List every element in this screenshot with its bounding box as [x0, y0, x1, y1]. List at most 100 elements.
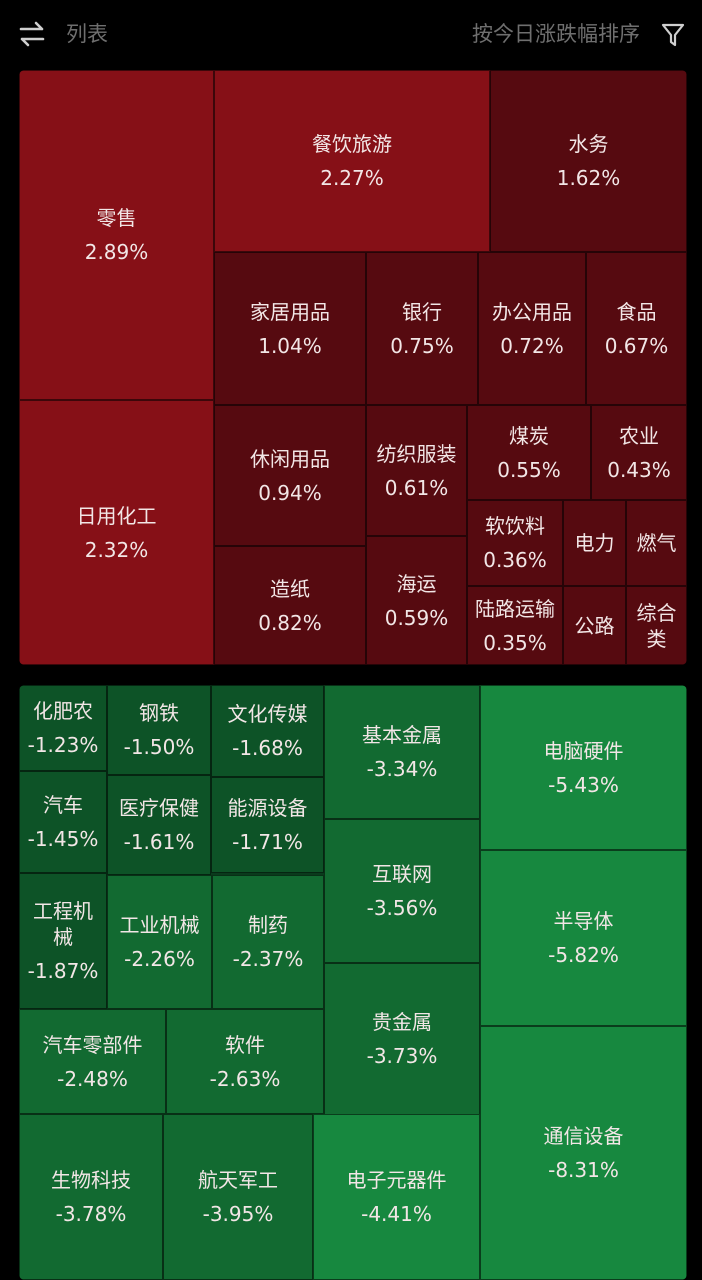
- loser-sector-tile[interactable]: 软件 -2.63%: [166, 1009, 324, 1114]
- sector-name: 基本金属: [362, 723, 442, 747]
- sector-change-percent: 2.32%: [84, 537, 149, 562]
- loser-sector-tile[interactable]: 工程机械 -1.87%: [19, 873, 107, 1009]
- gainer-sector-tile[interactable]: 农业 0.43%: [591, 405, 687, 500]
- sector-name: 通信设备: [543, 1124, 624, 1148]
- sector-change-percent: 2.89%: [84, 240, 149, 264]
- sector-change-percent: -4.41%: [361, 1202, 432, 1226]
- top-bar: 列表 按今日涨跌幅排序: [0, 0, 702, 62]
- sector-name: 化肥农: [33, 699, 93, 723]
- sector-change-percent: 2.27%: [320, 166, 384, 190]
- sector-name: 钢铁: [139, 701, 179, 725]
- loser-sector-tile[interactable]: 工业机械 -2.26%: [107, 875, 212, 1009]
- sector-name: 贵金属: [372, 1010, 432, 1034]
- sector-name: 办公用品: [492, 299, 572, 324]
- losers-treemap: 化肥农 -1.23% 钢铁 -1.50% 文化传媒 -1.68% 汽车 -1.45% 医疗保健 -…: [19, 685, 687, 1280]
- sector-name: 燃气: [636, 531, 677, 555]
- sector-change-percent: 0.43%: [607, 457, 671, 482]
- sector-name: 制药: [248, 913, 288, 937]
- loser-sector-tile[interactable]: 电脑硬件 -5.43%: [480, 685, 687, 850]
- gainer-sector-tile[interactable]: 餐饮旅游 2.27%: [214, 70, 490, 252]
- sector-change-percent: -5.82%: [548, 943, 619, 967]
- sector-name: 煤炭: [509, 423, 549, 448]
- gainer-sector-tile[interactable]: 综合类: [626, 586, 687, 665]
- gainer-sector-tile[interactable]: 银行 0.75%: [366, 252, 478, 405]
- sector-name: 休闲用品: [250, 446, 330, 471]
- sector-change-percent: -1.61%: [123, 830, 195, 854]
- sector-change-percent: 0.36%: [483, 548, 547, 572]
- gainer-sector-tile[interactable]: 纺织服装 0.61%: [366, 405, 467, 536]
- sector-name: 电脑硬件: [543, 738, 624, 763]
- gainer-sector-tile[interactable]: 水务 1.62%: [490, 70, 687, 252]
- sector-name: 医疗保健: [119, 796, 199, 820]
- sector-change-percent: 0.75%: [390, 333, 454, 358]
- gainer-sector-tile[interactable]: 软饮料 0.36%: [467, 500, 563, 586]
- sector-name: 餐饮旅游: [312, 132, 392, 156]
- gainer-sector-tile[interactable]: 零售 2.89%: [19, 70, 214, 400]
- loser-sector-tile[interactable]: 汽车零部件 -2.48%: [19, 1009, 166, 1114]
- sector-name: 造纸: [270, 576, 310, 601]
- sector-name: 电力: [574, 531, 615, 555]
- gainer-sector-tile[interactable]: 煤炭 0.55%: [467, 405, 591, 500]
- sector-name: 能源设备: [227, 796, 308, 820]
- sector-name: 汽车零部件: [42, 1032, 143, 1057]
- loser-sector-tile[interactable]: 航天军工 -3.95%: [163, 1114, 313, 1280]
- sector-change-percent: -2.26%: [124, 947, 195, 971]
- sort-by-change-label[interactable]: 按今日涨跌幅排序: [472, 22, 640, 46]
- sector-name: 软件: [225, 1032, 265, 1057]
- sector-name: 工程机械: [33, 899, 93, 949]
- loser-sector-tile[interactable]: 通信设备 -8.31%: [480, 1026, 687, 1280]
- gainer-sector-tile[interactable]: 公路: [563, 586, 626, 665]
- loser-sector-tile[interactable]: 汽车 -1.45%: [19, 771, 107, 873]
- sector-name: 公路: [574, 613, 615, 638]
- sector-name: 陆路运输: [475, 596, 555, 621]
- gainer-sector-tile[interactable]: 电力: [563, 500, 626, 586]
- sector-name: 工业机械: [119, 913, 200, 937]
- gainer-sector-tile[interactable]: 陆路运输 0.35%: [467, 586, 563, 665]
- loser-sector-tile[interactable]: 能源设备 -1.71%: [211, 777, 324, 873]
- sector-change-percent: -3.78%: [55, 1202, 127, 1226]
- sector-change-percent: -8.31%: [548, 1158, 619, 1182]
- sector-name: 水务: [568, 132, 609, 156]
- loser-sector-tile[interactable]: 基本金属 -3.34%: [324, 685, 480, 819]
- loser-sector-tile[interactable]: 贵金属 -3.73%: [324, 963, 480, 1115]
- sector-name: 航天军工: [198, 1168, 278, 1192]
- gainer-sector-tile[interactable]: 食品 0.67%: [586, 252, 687, 405]
- sector-change-percent: 0.82%: [258, 610, 322, 635]
- loser-sector-tile[interactable]: 文化传媒 -1.68%: [211, 685, 324, 777]
- sector-name: 食品: [616, 299, 657, 324]
- gainer-sector-tile[interactable]: 办公用品 0.72%: [478, 252, 586, 405]
- gainer-sector-tile[interactable]: 燃气: [626, 500, 687, 586]
- loser-sector-tile[interactable]: 电子元器件 -4.41%: [313, 1114, 480, 1280]
- gainer-sector-tile[interactable]: 海运 0.59%: [366, 536, 467, 665]
- sector-name: 汽车: [43, 793, 83, 817]
- gainer-sector-tile[interactable]: 日用化工 2.32%: [19, 400, 214, 665]
- sector-change-percent: -1.23%: [27, 733, 99, 757]
- sector-change-percent: -1.50%: [123, 735, 195, 759]
- loser-sector-tile[interactable]: 医疗保健 -1.61%: [107, 775, 211, 875]
- sector-name: 海运: [396, 571, 437, 596]
- sector-change-percent: 1.62%: [556, 166, 621, 190]
- sector-name: 文化传媒: [227, 702, 308, 726]
- loser-sector-tile[interactable]: 制药 -2.37%: [212, 875, 324, 1009]
- gainer-sector-tile[interactable]: 休闲用品 0.94%: [214, 405, 366, 546]
- swap-arrows-icon[interactable]: [18, 20, 46, 48]
- list-view-toggle[interactable]: 列表: [66, 22, 108, 46]
- sector-change-percent: 0.61%: [384, 475, 449, 500]
- sector-name: 日用化工: [76, 503, 157, 528]
- sector-name: 零售: [96, 206, 137, 230]
- loser-sector-tile[interactable]: 生物科技 -3.78%: [19, 1114, 163, 1280]
- gainer-sector-tile[interactable]: 造纸 0.82%: [214, 546, 366, 665]
- sector-change-percent: 0.55%: [497, 457, 561, 482]
- sector-change-percent: -3.73%: [366, 1044, 438, 1068]
- gainer-sector-tile[interactable]: 家居用品 1.04%: [214, 252, 366, 405]
- sector-change-percent: -3.34%: [366, 757, 438, 781]
- loser-sector-tile[interactable]: 互联网 -3.56%: [324, 819, 480, 963]
- loser-sector-tile[interactable]: 钢铁 -1.50%: [107, 685, 211, 775]
- sector-change-percent: 0.59%: [384, 605, 449, 630]
- sector-change-percent: -2.63%: [209, 1066, 281, 1091]
- sector-change-percent: -1.71%: [232, 830, 303, 854]
- filter-funnel-icon[interactable]: [660, 22, 686, 48]
- sector-change-percent: -3.95%: [202, 1202, 274, 1226]
- loser-sector-tile[interactable]: 化肥农 -1.23%: [19, 685, 107, 771]
- loser-sector-tile[interactable]: 半导体 -5.82%: [480, 850, 687, 1026]
